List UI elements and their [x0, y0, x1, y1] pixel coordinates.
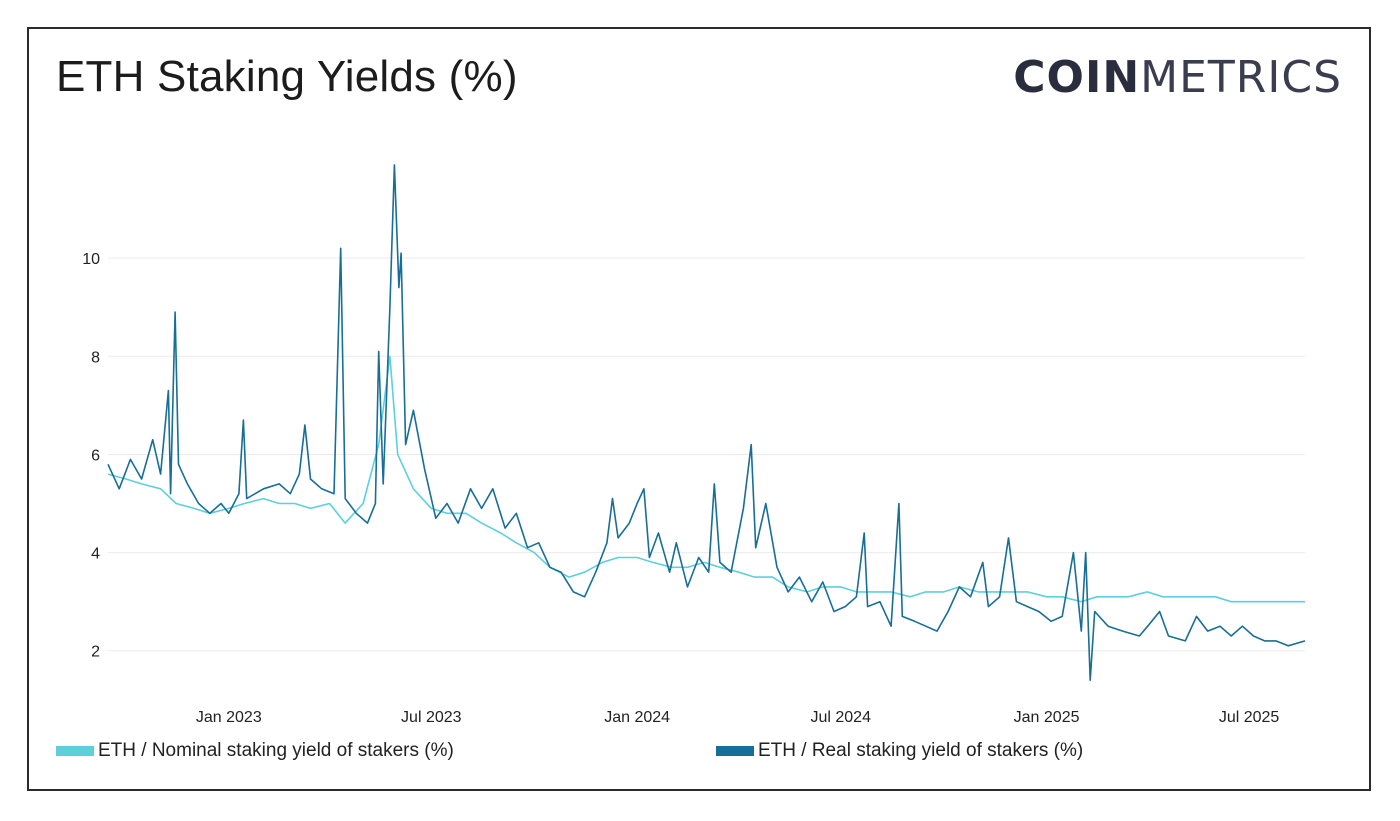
grid-lines [108, 257, 1305, 652]
legend-swatch-nominal [56, 746, 94, 756]
real-series-line [107, 164, 1306, 681]
legend-label-nominal: ETH / Nominal staking yield of stakers (… [98, 740, 454, 761]
x-tick-label: Jul 2024 [810, 709, 871, 726]
y-axis-ticks: 2 4 6 8 10 [82, 251, 100, 661]
x-tick-label: Jan 2025 [1014, 709, 1080, 726]
y-tick-label: 4 [91, 546, 100, 563]
legend-item-real[interactable]: ETH / Real staking yield of stakers (%) [716, 740, 1083, 762]
coinmetrics-logo: COINMETRICS [1013, 52, 1342, 103]
x-tick-label: Jul 2023 [401, 709, 462, 726]
x-tick-label: Jan 2024 [604, 709, 670, 726]
chart-frame [27, 27, 1371, 791]
y-tick-label: 10 [82, 251, 100, 268]
legend-label-real: ETH / Real staking yield of stakers (%) [758, 740, 1084, 761]
x-tick-label: Jul 2025 [1219, 709, 1280, 726]
y-tick-label: 6 [91, 447, 100, 464]
x-axis-ticks: Jan 2023 Jul 2023 Jan 2024 Jul 2024 Jan 2025… [196, 709, 1280, 726]
x-tick-label: Jan 2023 [196, 709, 262, 726]
y-tick-label: 8 [91, 349, 100, 366]
logo-light-text: METRICS [1140, 52, 1342, 103]
nominal-series-line [107, 355, 1305, 603]
logo-bold-text: COIN [1013, 52, 1141, 103]
series-lines [107, 164, 1306, 681]
legend-item-nominal[interactable]: ETH / Nominal staking yield of stakers (… [56, 740, 454, 762]
y-tick-label: 2 [91, 644, 100, 661]
legend-swatch-real [716, 746, 754, 756]
chart-title: ETH Staking Yields (%) [56, 52, 518, 101]
